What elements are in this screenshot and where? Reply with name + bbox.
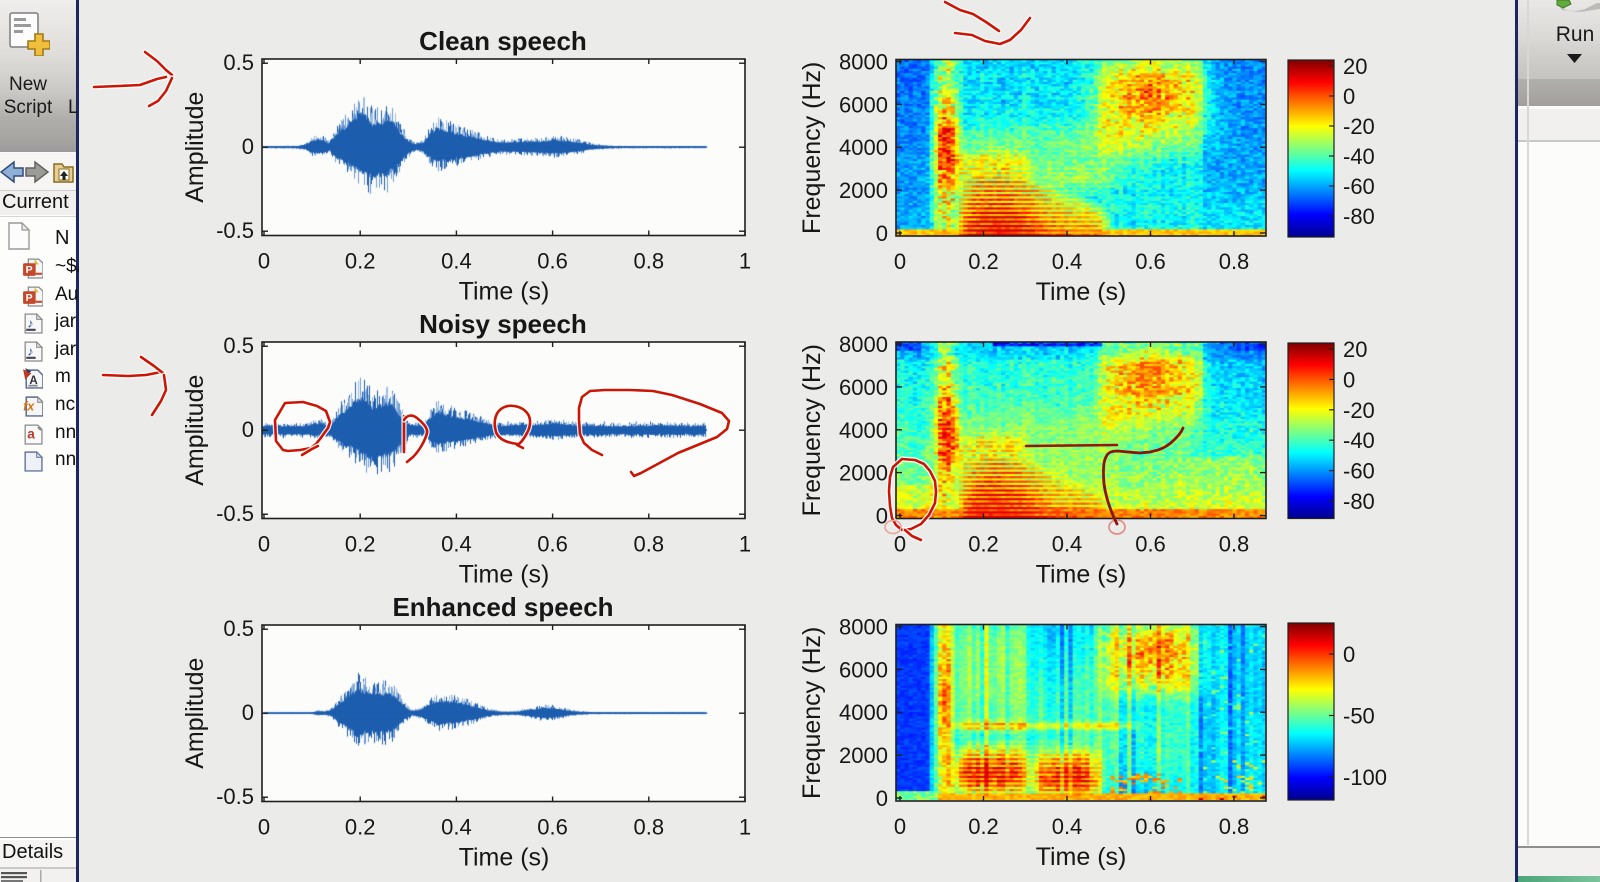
svg-text:0: 0 — [258, 249, 270, 274]
svg-text:0.6: 0.6 — [1135, 814, 1166, 839]
svg-text:0: 0 — [1343, 642, 1355, 667]
svg-text:-20: -20 — [1343, 398, 1375, 423]
svg-text:1: 1 — [739, 815, 751, 840]
svg-text:6000: 6000 — [839, 375, 888, 400]
svg-text:0: 0 — [258, 815, 270, 840]
svg-text:0.8: 0.8 — [634, 249, 665, 274]
svg-text:Frequency (Hz): Frequency (Hz) — [798, 344, 826, 516]
svg-text:Amplitude: Amplitude — [181, 92, 209, 203]
svg-text:0.2: 0.2 — [968, 532, 999, 557]
svg-text:0.6: 0.6 — [1135, 249, 1166, 274]
svg-text:-60: -60 — [1343, 459, 1375, 484]
svg-text:-80: -80 — [1343, 489, 1375, 514]
svg-text:0.4: 0.4 — [441, 815, 472, 840]
svg-text:8000: 8000 — [839, 332, 888, 357]
svg-text:Amplitude: Amplitude — [181, 658, 209, 769]
svg-text:0.4: 0.4 — [441, 249, 472, 274]
svg-text:-100: -100 — [1343, 765, 1387, 790]
svg-text:0: 0 — [894, 814, 906, 839]
svg-text:A: A — [29, 375, 38, 387]
svg-text:1: 1 — [739, 532, 751, 557]
svg-text:0.4: 0.4 — [1052, 249, 1083, 274]
svg-text:4000: 4000 — [839, 418, 888, 443]
svg-text:4000: 4000 — [839, 700, 888, 725]
svg-text:0.8: 0.8 — [1219, 532, 1250, 557]
svg-text:20: 20 — [1343, 54, 1367, 79]
svg-text:8000: 8000 — [839, 615, 888, 640]
svg-text:0.6: 0.6 — [1135, 532, 1166, 557]
svg-text:0.2: 0.2 — [345, 532, 376, 557]
svg-text:-20: -20 — [1343, 114, 1375, 139]
svg-text:2000: 2000 — [839, 743, 888, 768]
svg-text:Time (s): Time (s) — [459, 278, 550, 306]
svg-text:Clean speech: Clean speech — [419, 26, 587, 56]
svg-text:0.6: 0.6 — [537, 532, 568, 557]
svg-text:0.4: 0.4 — [1052, 814, 1083, 839]
svg-text:0: 0 — [876, 786, 888, 811]
svg-text:0.4: 0.4 — [1052, 532, 1083, 557]
svg-text:Time (s): Time (s) — [459, 844, 550, 872]
svg-text:2000: 2000 — [839, 461, 888, 486]
svg-text:0.8: 0.8 — [634, 815, 665, 840]
svg-text:Enhanced speech: Enhanced speech — [392, 592, 613, 622]
svg-text:Time (s): Time (s) — [1036, 843, 1127, 871]
svg-text:Time (s): Time (s) — [1036, 278, 1127, 306]
svg-text:0.2: 0.2 — [968, 814, 999, 839]
svg-text:Amplitude: Amplitude — [181, 375, 209, 486]
svg-text:0.6: 0.6 — [537, 249, 568, 274]
svg-text:0.8: 0.8 — [1219, 249, 1250, 274]
svg-text:6000: 6000 — [839, 92, 888, 117]
svg-text:0.4: 0.4 — [441, 532, 472, 557]
svg-text:0.8: 0.8 — [634, 532, 665, 557]
svg-text:0.6: 0.6 — [537, 815, 568, 840]
svg-text:0: 0 — [1343, 367, 1355, 392]
svg-text:0: 0 — [894, 532, 906, 557]
svg-text:0: 0 — [242, 700, 254, 725]
svg-text:-60: -60 — [1343, 174, 1375, 199]
svg-text:♪: ♪ — [27, 345, 33, 359]
svg-text:Noisy speech: Noisy speech — [419, 309, 587, 339]
svg-text:a: a — [27, 427, 35, 442]
svg-text:8000: 8000 — [839, 50, 888, 75]
svg-text:0.5: 0.5 — [223, 616, 254, 641]
svg-text:0.5: 0.5 — [223, 50, 254, 75]
svg-text:-50: -50 — [1343, 704, 1375, 729]
svg-text:-80: -80 — [1343, 204, 1375, 229]
svg-text:-0.5: -0.5 — [216, 784, 254, 809]
svg-text:4000: 4000 — [839, 135, 888, 160]
svg-text:♪: ♪ — [27, 317, 33, 331]
svg-text:6000: 6000 — [839, 657, 888, 682]
svg-text:0.2: 0.2 — [345, 249, 376, 274]
svg-text:0: 0 — [242, 417, 254, 442]
svg-text:0.5: 0.5 — [223, 333, 254, 358]
svg-text:0: 0 — [894, 249, 906, 274]
svg-text:0.2: 0.2 — [968, 249, 999, 274]
svg-text:P: P — [26, 293, 33, 304]
svg-text:0: 0 — [876, 221, 888, 246]
svg-text:fx: fx — [23, 400, 35, 414]
svg-text:0: 0 — [876, 504, 888, 529]
svg-text:Time (s): Time (s) — [459, 561, 550, 589]
svg-text:0: 0 — [1343, 84, 1355, 109]
svg-text:0: 0 — [242, 134, 254, 159]
svg-text:0.2: 0.2 — [345, 815, 376, 840]
svg-text:-40: -40 — [1343, 144, 1375, 169]
svg-text:0.8: 0.8 — [1219, 814, 1250, 839]
svg-text:20: 20 — [1343, 337, 1367, 362]
svg-text:1: 1 — [739, 249, 751, 274]
svg-text:-0.5: -0.5 — [216, 501, 254, 526]
svg-text:Frequency (Hz): Frequency (Hz) — [798, 627, 826, 799]
svg-text:Frequency (Hz): Frequency (Hz) — [798, 62, 826, 234]
svg-text:P: P — [26, 265, 33, 276]
svg-text:Time (s): Time (s) — [1036, 561, 1127, 589]
svg-text:0: 0 — [258, 532, 270, 557]
svg-text:2000: 2000 — [839, 178, 888, 203]
svg-text:-0.5: -0.5 — [216, 218, 254, 243]
svg-text:-40: -40 — [1343, 428, 1375, 453]
